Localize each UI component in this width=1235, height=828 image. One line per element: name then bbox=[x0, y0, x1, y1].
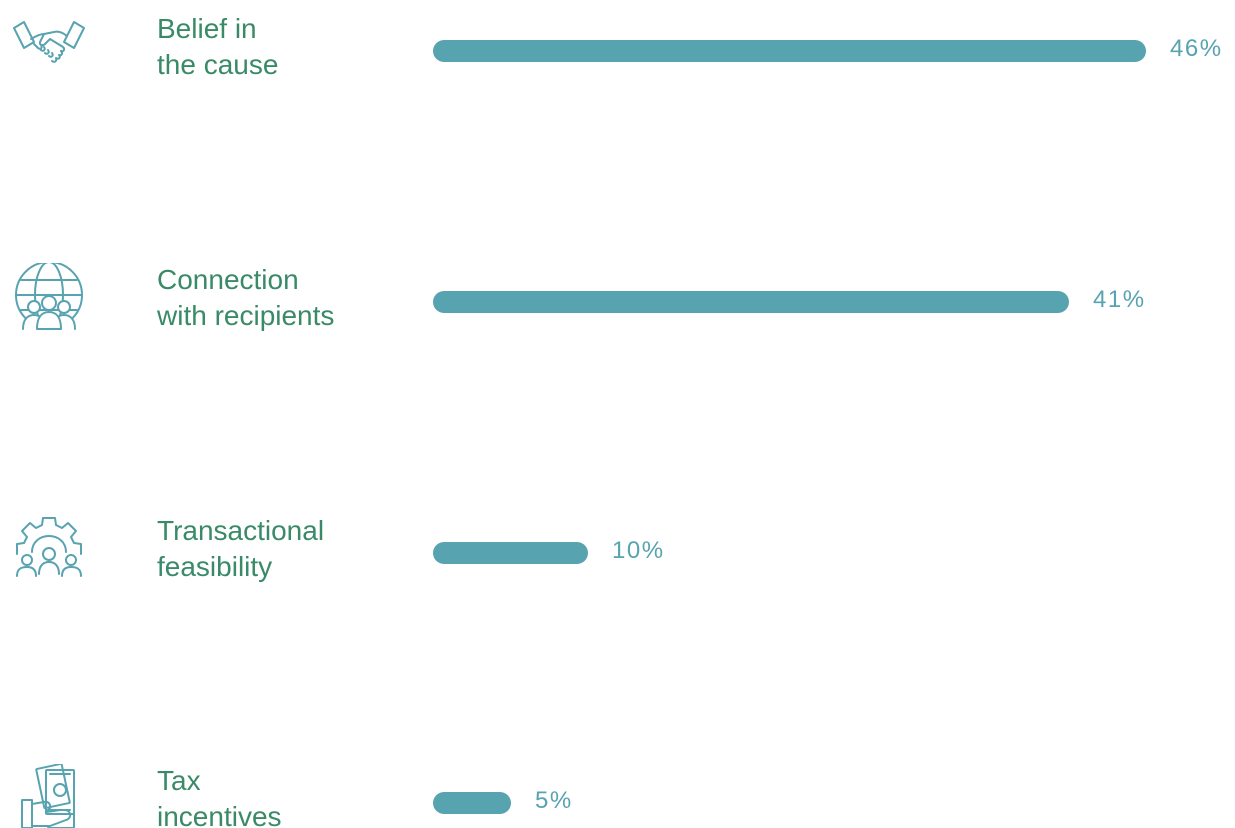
value-label: 5% bbox=[535, 787, 573, 814]
category-label-line: Connection bbox=[157, 264, 299, 295]
category-label-line: incentives bbox=[157, 801, 282, 828]
chart-row-transactional: Transactional feasibility 10% bbox=[0, 508, 1235, 588]
chart-row-tax: Tax incentives 5% bbox=[0, 758, 1235, 828]
money-hand-icon bbox=[10, 764, 88, 828]
bar bbox=[433, 291, 1069, 313]
gear-people-icon bbox=[10, 514, 88, 582]
category-label: Transactional feasibility bbox=[157, 513, 417, 585]
bar bbox=[433, 792, 511, 814]
category-label: Connection with recipients bbox=[157, 262, 417, 334]
value-label: 46% bbox=[1170, 35, 1223, 62]
bar bbox=[433, 542, 588, 564]
category-label: Belief in the cause bbox=[157, 11, 417, 83]
category-label-line: Transactional bbox=[157, 515, 325, 546]
category-label-line: Belief in bbox=[157, 13, 257, 44]
category-label-line: feasibility bbox=[157, 551, 273, 582]
value-label: 41% bbox=[1093, 286, 1146, 313]
chart-row-belief: Belief in the cause 46% bbox=[0, 6, 1235, 86]
category-label-line: Tax bbox=[157, 765, 201, 796]
category-label-line: with recipients bbox=[157, 300, 335, 331]
globe-people-icon bbox=[10, 263, 88, 331]
handshake-icon bbox=[10, 12, 88, 80]
chart-row-connection: Connection with recipients 41% bbox=[0, 257, 1235, 337]
value-label: 10% bbox=[612, 537, 665, 564]
category-label-line: the cause bbox=[157, 49, 279, 80]
category-label: Tax incentives bbox=[157, 763, 417, 828]
bar bbox=[433, 40, 1146, 62]
